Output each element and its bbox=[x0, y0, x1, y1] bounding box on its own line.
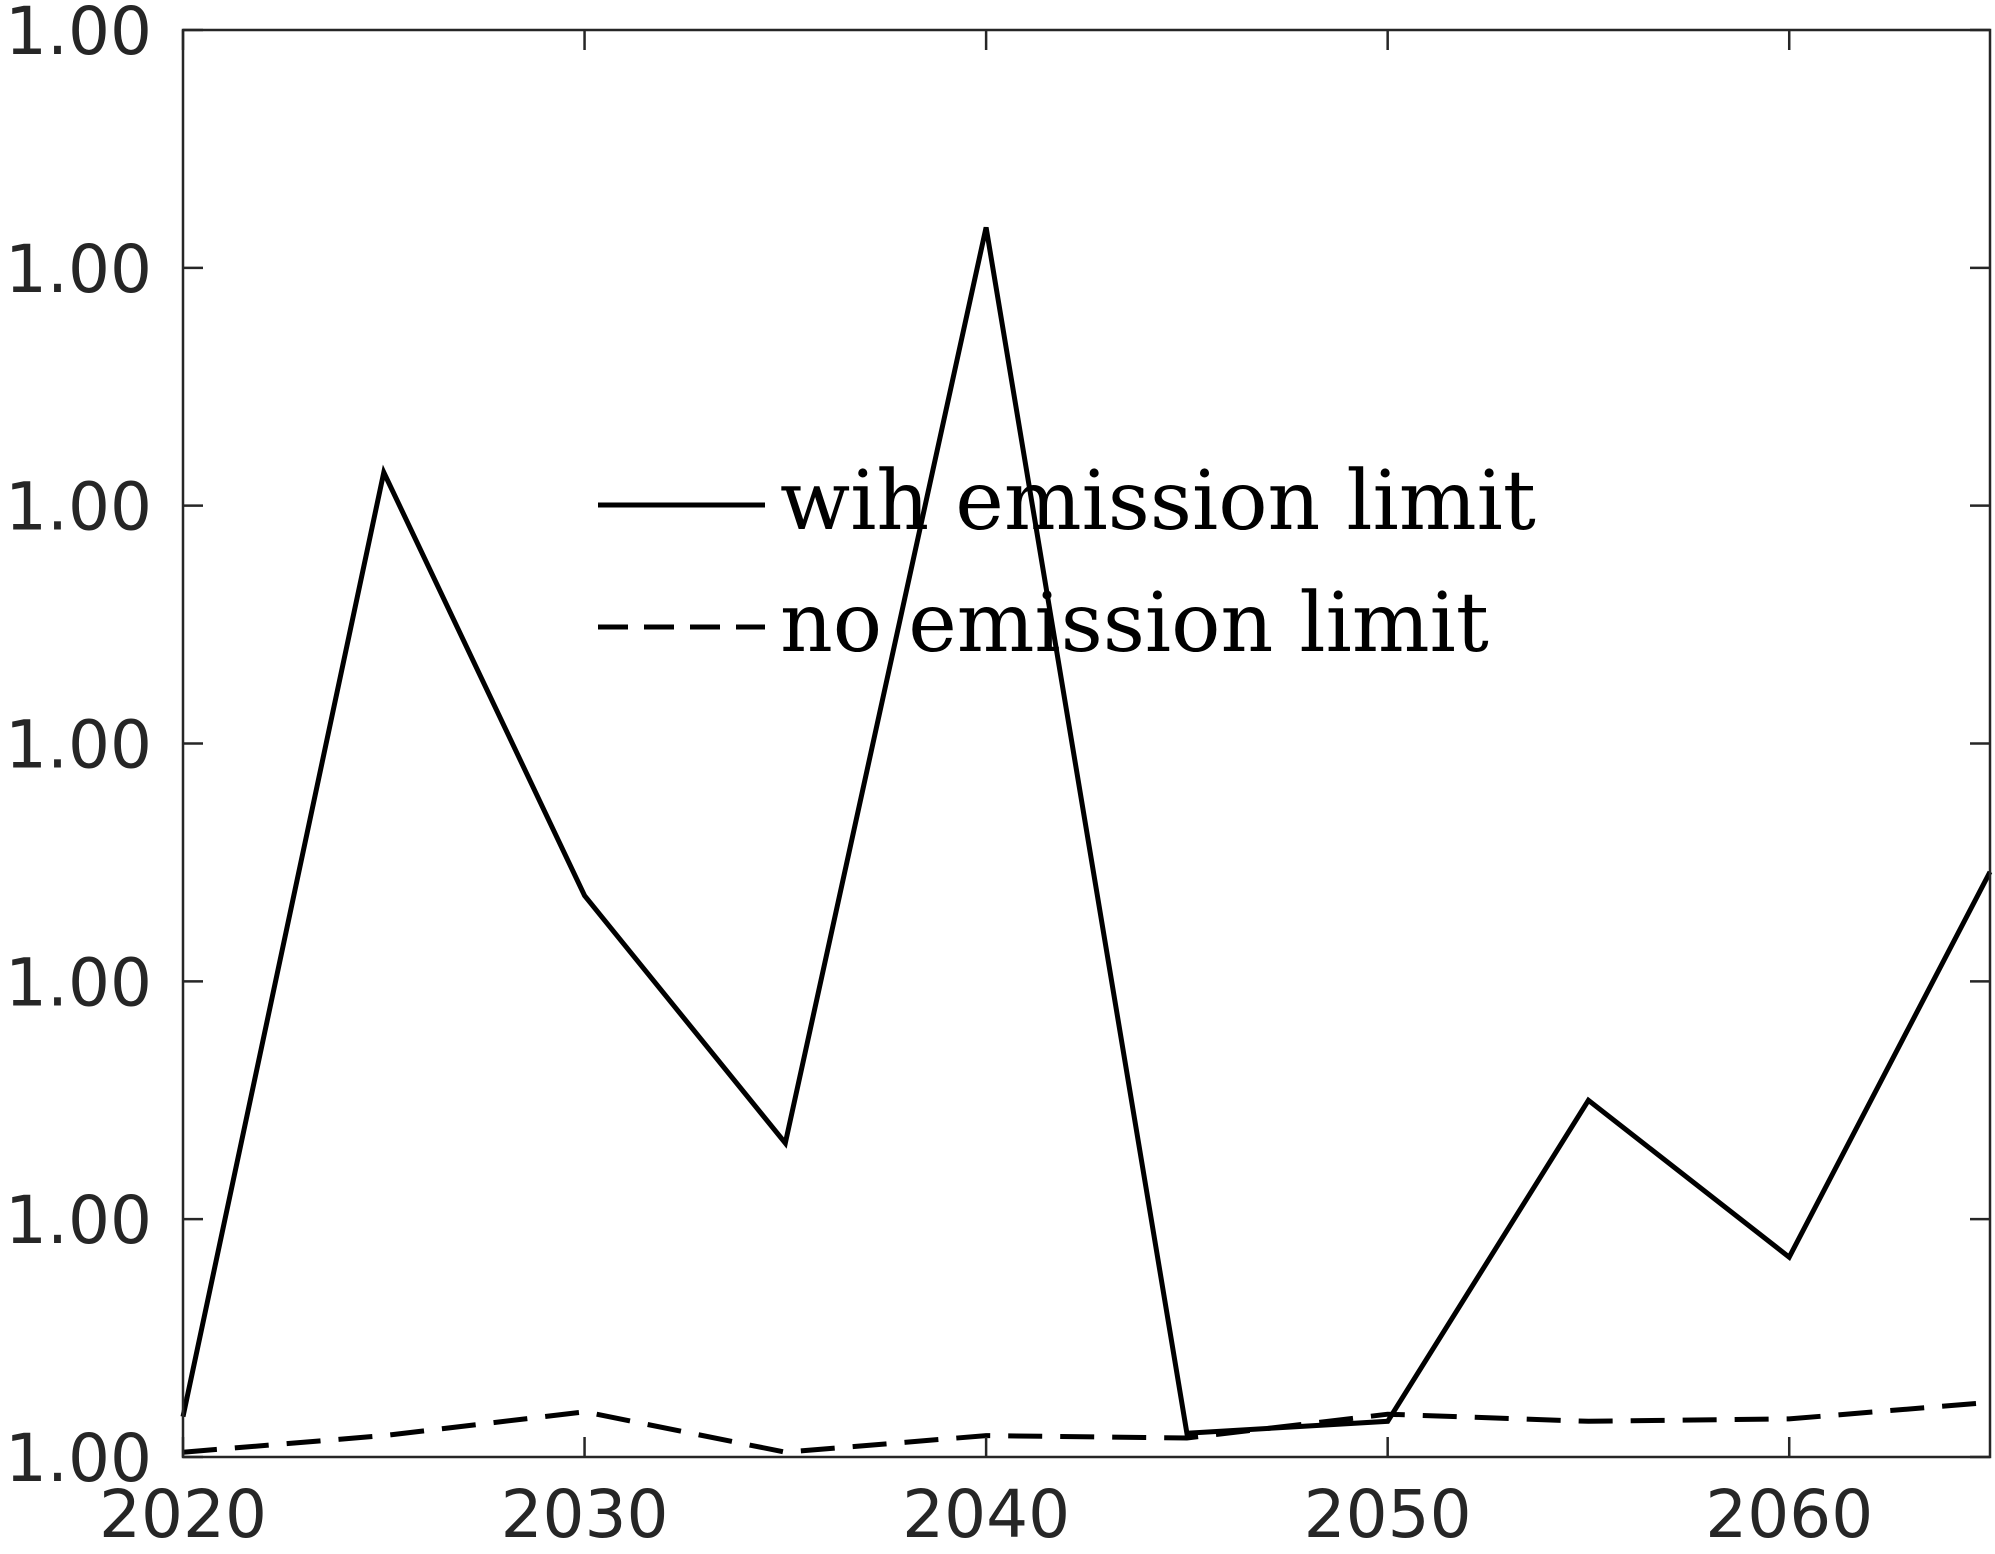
legend-label: wih emission limit bbox=[780, 454, 1536, 549]
legend: wih emission limit no emission limit bbox=[598, 454, 1536, 671]
y-tick-label: 1.00 bbox=[5, 231, 152, 308]
x-tick-label: 2040 bbox=[902, 1476, 1070, 1553]
y-tick-label: 1.00 bbox=[5, 1182, 152, 1259]
y-tick-label: 1.00 bbox=[5, 707, 152, 784]
x-tick-label: 2050 bbox=[1304, 1476, 1472, 1553]
axes-layer: 2020 2030 2040 2050 2060 1.00 1.00 1.00 1.00 1.00… bbox=[5, 0, 1992, 1553]
y-tick-label: 1.00 bbox=[5, 469, 152, 546]
y-tick-label: 1.00 bbox=[5, 1420, 152, 1497]
y-tick-label: 1.00 bbox=[5, 0, 152, 70]
y-tick-label: 1.00 bbox=[5, 944, 152, 1021]
x-tick-label: 2020 bbox=[99, 1476, 267, 1553]
x-tick-label: 2030 bbox=[501, 1476, 669, 1553]
series-line-no-emission-limit bbox=[182, 1399, 1991, 1455]
x-tick-label: 2060 bbox=[1705, 1476, 1873, 1553]
plot-frame bbox=[181, 28, 1992, 1459]
series-line-with-emission-limit bbox=[180, 226, 1993, 1436]
legend-label: no emission limit bbox=[780, 576, 1489, 671]
series-layer bbox=[180, 226, 1993, 1455]
